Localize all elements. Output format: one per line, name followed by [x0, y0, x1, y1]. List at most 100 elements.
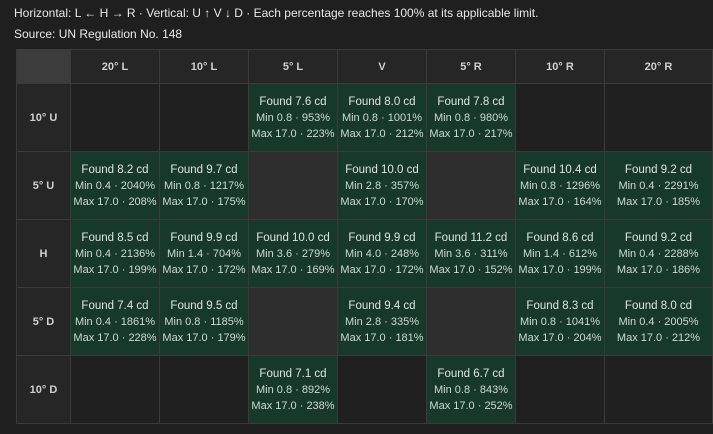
empty-cell	[159, 355, 249, 424]
max-limit: Max 17.0 · 217%	[429, 127, 513, 140]
unavailable-cell	[426, 151, 516, 220]
column-header: 10° L	[159, 49, 249, 84]
min-limit: Min 3.6 · 279%	[256, 247, 330, 260]
max-limit: Max 17.0 · 199%	[73, 263, 157, 276]
row-header: H	[16, 219, 71, 288]
photometric-grid: 20° L 10° L 5° L V 5° R 10° R 20° R 10° U Found…	[16, 49, 713, 424]
max-limit: Max 17.0 · 238%	[251, 399, 335, 412]
min-limit: Min 2.8 · 357%	[345, 179, 419, 192]
max-limit: Max 17.0 · 185%	[616, 195, 701, 208]
unavailable-cell	[426, 287, 516, 356]
measurement-cell: Found 9.7 cd Min 0.8 · 1217% Max 17.0 · 17…	[159, 151, 249, 220]
max-limit: Max 17.0 · 199%	[518, 263, 602, 276]
column-header-row: 20° L 10° L 5° L V 5° R 10° R 20° R	[16, 49, 713, 84]
grid-row: 10° D Found 7.1 cd Min 0.8 · 892% Max 17.0 …	[16, 355, 713, 424]
max-limit: Max 17.0 · 181%	[340, 331, 424, 344]
column-header: 20° L	[70, 49, 160, 84]
empty-cell	[604, 355, 713, 424]
column-header: V	[337, 49, 427, 84]
max-limit: Max 17.0 · 186%	[616, 263, 701, 276]
max-limit: Max 17.0 · 152%	[429, 263, 513, 276]
min-limit: Min 0.8 · 843%	[434, 383, 508, 396]
column-header: 10° R	[515, 49, 605, 84]
min-limit: Min 1.4 · 612%	[523, 247, 597, 260]
grid-row: 10° U Found 7.6 cd Min 0.8 · 953% Max 17.0 …	[16, 83, 713, 152]
unavailable-cell	[248, 151, 338, 220]
min-limit: Min 0.4 · 2136%	[74, 247, 156, 260]
max-limit: Max 17.0 · 175%	[162, 195, 246, 208]
measurement-cell: Found 9.4 cd Min 2.8 · 335% Max 17.0 · 181…	[337, 287, 427, 356]
corner-cell	[16, 49, 71, 84]
grid-row: H Found 8.5 cd Min 0.4 · 2136% Max 17.0 · 1…	[16, 219, 713, 288]
found-value: Found 7.6 cd	[259, 95, 327, 108]
min-limit: Min 0.8 · 892%	[256, 383, 330, 396]
found-value: Found 10.0 cd	[345, 163, 419, 176]
max-limit: Max 17.0 · 172%	[162, 263, 246, 276]
measurement-cell: Found 9.2 cd Min 0.4 · 2288% Max 17.0 · 18…	[604, 219, 713, 288]
measurement-cell: Found 9.9 cd Min 1.4 · 704% Max 17.0 · 172…	[159, 219, 249, 288]
min-limit: Min 0.8 · 980%	[434, 111, 508, 124]
legend-caption: Horizontal: L ← H → R · Vertical: U ↑ V …	[14, 6, 539, 20]
row-header: 10° U	[16, 83, 71, 152]
min-limit: Min 0.8 · 953%	[256, 111, 330, 124]
found-value: Found 9.7 cd	[170, 163, 238, 176]
min-limit: Min 0.4 · 1861%	[74, 315, 156, 328]
column-header: 20° R	[604, 49, 713, 84]
grid-row: 5° U Found 8.2 cd Min 0.4 · 2040% Max 17.0 …	[16, 151, 713, 220]
measurement-cell: Found 7.8 cd Min 0.8 · 980% Max 17.0 · 217…	[426, 83, 516, 152]
found-value: Found 6.7 cd	[437, 367, 505, 380]
grid-body: 10° U Found 7.6 cd Min 0.8 · 953% Max 17.0 …	[16, 83, 713, 424]
grid-row: 5° D Found 7.4 cd Min 0.4 · 1861% Max 17.0 …	[16, 287, 713, 356]
row-header: 5° D	[16, 287, 71, 356]
empty-cell	[515, 355, 605, 424]
found-value: Found 9.4 cd	[348, 299, 416, 312]
max-limit: Max 17.0 · 172%	[340, 263, 424, 276]
unavailable-cell	[248, 287, 338, 356]
found-value: Found 9.9 cd	[170, 231, 238, 244]
min-limit: Min 0.4 · 2291%	[618, 179, 699, 192]
found-value: Found 11.2 cd	[434, 231, 508, 244]
max-limit: Max 17.0 · 252%	[429, 399, 513, 412]
found-value: Found 10.0 cd	[256, 231, 330, 244]
column-header: 5° L	[248, 49, 338, 84]
found-value: Found 9.5 cd	[170, 299, 238, 312]
found-value: Found 8.3 cd	[526, 299, 594, 312]
max-limit: Max 17.0 · 170%	[340, 195, 424, 208]
found-value: Found 9.9 cd	[348, 231, 416, 244]
measurement-cell: Found 10.0 cd Min 3.6 · 279% Max 17.0 · 16…	[248, 219, 338, 288]
max-limit: Max 17.0 · 208%	[73, 195, 157, 208]
measurement-cell: Found 7.4 cd Min 0.4 · 1861% Max 17.0 · 22…	[70, 287, 160, 356]
found-value: Found 7.1 cd	[259, 367, 327, 380]
max-limit: Max 17.0 · 204%	[518, 331, 602, 344]
found-value: Found 9.2 cd	[624, 163, 693, 176]
measurement-cell: Found 8.2 cd Min 0.4 · 2040% Max 17.0 · 20…	[70, 151, 160, 220]
min-limit: Min 0.8 · 1185%	[164, 315, 244, 328]
max-limit: Max 17.0 · 164%	[518, 195, 602, 208]
min-limit: Min 1.4 · 704%	[167, 247, 241, 260]
max-limit: Max 17.0 · 212%	[340, 127, 424, 140]
empty-cell	[159, 83, 249, 152]
measurement-cell: Found 6.7 cd Min 0.8 · 843% Max 17.0 · 252…	[426, 355, 516, 424]
max-limit: Max 17.0 · 212%	[616, 331, 701, 344]
empty-cell	[515, 83, 605, 152]
row-header: 10° D	[16, 355, 71, 424]
measurement-cell: Found 7.6 cd Min 0.8 · 953% Max 17.0 · 223…	[248, 83, 338, 152]
empty-cell	[604, 83, 713, 152]
found-value: Found 8.6 cd	[526, 231, 594, 244]
min-limit: Min 0.8 · 1041%	[519, 315, 601, 328]
empty-cell	[337, 355, 427, 424]
measurement-cell: Found 8.6 cd Min 1.4 · 612% Max 17.0 · 199…	[515, 219, 605, 288]
row-header: 5° U	[16, 151, 71, 220]
measurement-cell: Found 7.1 cd Min 0.8 · 892% Max 17.0 · 238…	[248, 355, 338, 424]
found-value: Found 8.0 cd	[348, 95, 416, 108]
measurement-cell: Found 8.5 cd Min 0.4 · 2136% Max 17.0 · 19…	[70, 219, 160, 288]
min-limit: Min 0.8 · 1217%	[163, 179, 245, 192]
found-value: Found 10.4 cd	[523, 163, 597, 176]
empty-cell	[70, 355, 160, 424]
min-limit: Min 2.8 · 335%	[345, 315, 419, 328]
measurement-cell: Found 10.4 cd Min 0.8 · 1296% Max 17.0 · 1…	[515, 151, 605, 220]
min-limit: Min 0.4 · 2005%	[618, 315, 699, 328]
max-limit: Max 17.0 · 179%	[162, 331, 246, 344]
column-header: 5° R	[426, 49, 516, 84]
found-value: Found 7.4 cd	[81, 299, 149, 312]
